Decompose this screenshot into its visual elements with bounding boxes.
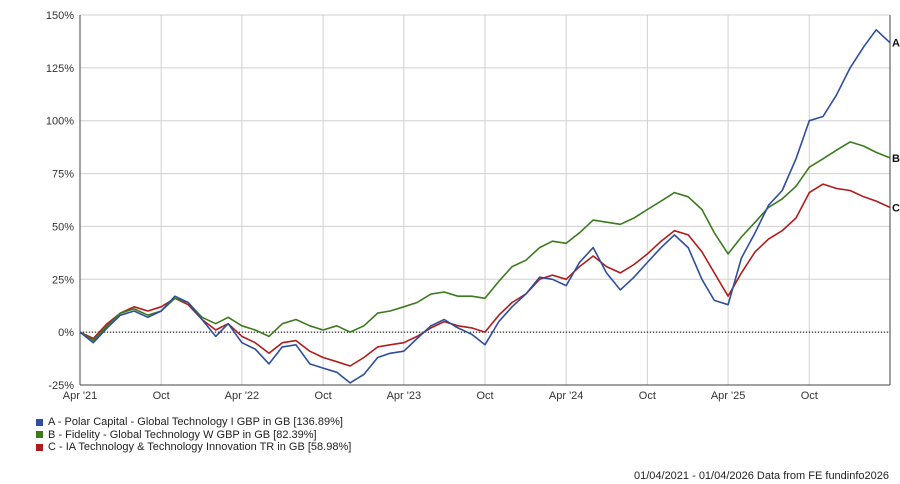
series-lines — [79, 29, 891, 384]
x-tick-label: Apr '21 — [63, 390, 98, 402]
x-tick-label: Apr '22 — [225, 390, 260, 402]
chart-axes — [79, 15, 891, 386]
y-tick-label: 0% — [58, 327, 74, 339]
y-axis-ticks: -25% 0% 25% 50% 75% 100% 125% 150% — [46, 10, 74, 392]
y-tick-label: 125% — [46, 63, 74, 75]
legend-label-b: B - Fidelity - Global Technology W GBP i… — [48, 428, 317, 441]
chart-grid — [79, 14, 890, 386]
series-line-c — [79, 183, 891, 367]
legend-swatch-a — [36, 418, 43, 426]
y-tick-label: 75% — [52, 169, 74, 181]
x-axis-ticks: Apr '21 Oct Apr '22 Oct Apr '23 Oct Apr '24 Oct… — [63, 390, 818, 402]
data-source-footer: 01/04/2021 - 01/04/2026 Data from FE fun… — [633, 470, 889, 482]
y-tick-label: 100% — [46, 116, 74, 128]
x-tick-label: Oct — [315, 390, 332, 402]
x-tick-label: Apr '23 — [387, 390, 422, 402]
series-end-label-b: B — [892, 153, 900, 165]
x-tick-label: Apr '25 — [711, 390, 746, 402]
legend-item-a: A - Polar Capital - Global Technology I … — [36, 416, 351, 429]
x-tick-label: Oct — [153, 390, 170, 402]
legend-item-c: C - IA Technology & Technology Innovatio… — [36, 441, 351, 454]
chart-legend: A - Polar Capital - Global Technology I … — [36, 416, 351, 454]
y-tick-label: 25% — [52, 274, 74, 286]
series-end-label-c: C — [892, 202, 900, 214]
legend-swatch-b — [36, 431, 43, 439]
y-tick-label: 150% — [46, 10, 74, 22]
x-tick-label: Oct — [476, 390, 493, 402]
y-tick-label: -25% — [48, 380, 74, 392]
legend-label-a: A - Polar Capital - Global Technology I … — [48, 416, 343, 428]
x-tick-label: Oct — [801, 390, 818, 402]
y-tick-label: 50% — [52, 221, 74, 233]
series-line-a — [79, 29, 891, 384]
x-tick-label: Apr '24 — [549, 390, 584, 402]
legend-item-b: B - Fidelity - Global Technology W GBP i… — [36, 429, 351, 442]
legend-swatch-c — [36, 443, 43, 451]
series-end-label-a: A — [892, 38, 900, 50]
series-line-b — [79, 141, 891, 342]
legend-label-c: C - IA Technology & Technology Innovatio… — [48, 441, 352, 453]
performance-chart: -25%0%25%50%75%100%125%150% Apr '21 Oct Ap… — [46, 10, 900, 402]
x-tick-label: Oct — [639, 390, 656, 402]
series-end-labels: A B C — [892, 38, 900, 215]
